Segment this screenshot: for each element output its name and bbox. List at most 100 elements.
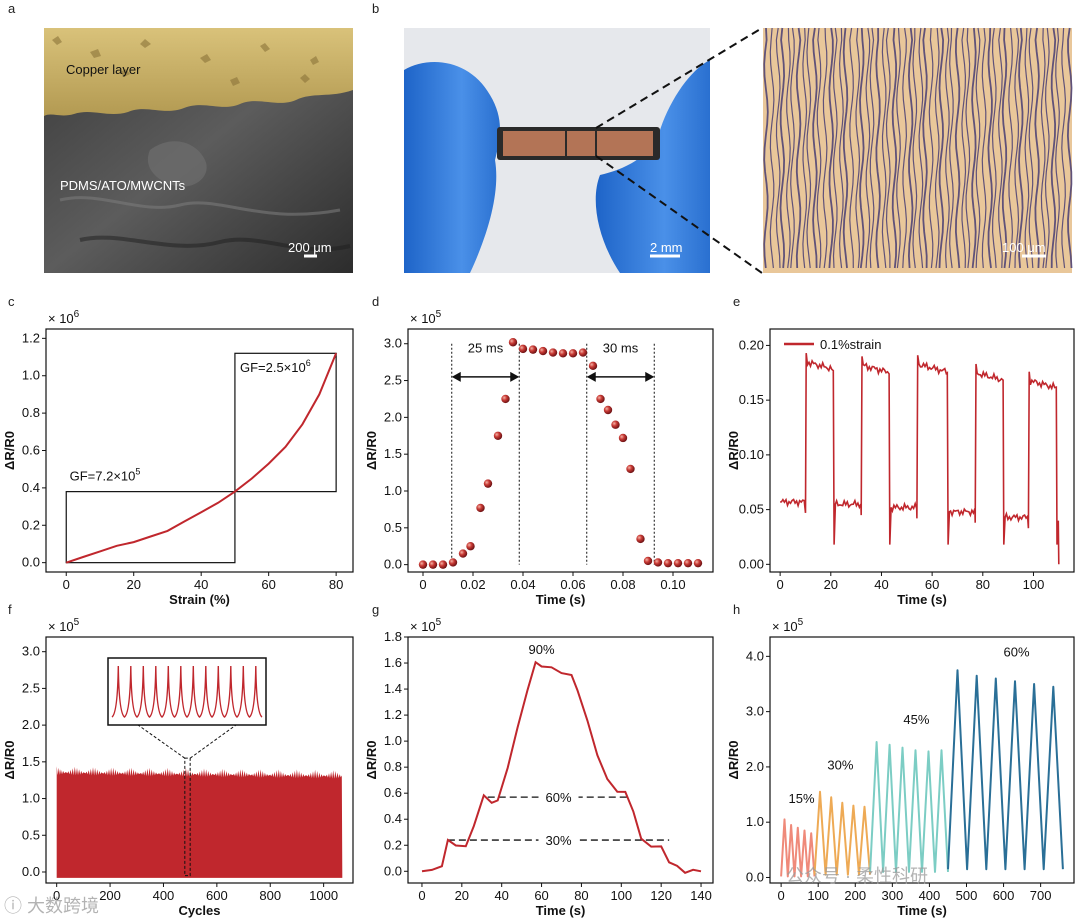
gf-high-label: GF=2.5×106: [240, 358, 311, 375]
x-axis-label: Cycles: [179, 903, 221, 918]
x-tick-label: 400: [153, 888, 175, 903]
gf-low-label-exponent: 5: [135, 466, 140, 476]
span-arrow-head-right: [510, 371, 520, 382]
y-tick-label: 0.0: [746, 869, 764, 884]
x-tick-label: 20: [126, 577, 140, 592]
level-label: 30%: [545, 833, 571, 848]
data-point: [493, 431, 503, 440]
y-tick-label: 0.0: [384, 557, 402, 572]
micro-crack-line: [965, 27, 971, 269]
series-line: [780, 353, 1060, 565]
panel-letter-b: b: [372, 1, 379, 16]
x-tick-label: 0: [419, 577, 426, 592]
x-tick-label: 100: [807, 888, 829, 903]
micro-crack-line: [1001, 27, 1008, 269]
micro-crack-line: [944, 27, 950, 269]
y-tick-label: 0.0: [384, 863, 402, 878]
x-tick-label: 600: [993, 888, 1015, 903]
data-point: [538, 346, 548, 356]
x-tick-label: 80: [976, 577, 990, 592]
micro-crack-line: [806, 27, 812, 269]
micro-crack-line: [828, 27, 834, 269]
data-point: [626, 464, 635, 474]
micro-crack-line: [869, 27, 875, 269]
y-tick-label: 3.0: [384, 336, 402, 351]
data-point: [458, 549, 468, 558]
zoom-window: [184, 757, 191, 877]
data-point: [466, 542, 475, 551]
micro-crack-line: [1040, 27, 1046, 269]
micro-crack-line: [1034, 27, 1040, 269]
x-tick-label: 20: [455, 888, 469, 903]
y-tick-label: 0.2: [384, 837, 402, 852]
x-axis-label: Time (s): [536, 592, 586, 607]
x-tick-label: 0.06: [560, 577, 585, 592]
data-point: [588, 361, 598, 371]
micro-crack-line: [785, 27, 791, 269]
chart-d: 0 0.02 0.04 0.06 0.08 0.10 0.0 0.5 1.0 1.5 2.0 2.5 3…: [364, 309, 714, 607]
y-axis-label: ΔR/R0: [364, 741, 379, 780]
data-point: [653, 558, 663, 567]
y-tick-label: 0.20: [739, 337, 764, 352]
y-tick-label: 1.0: [22, 368, 40, 383]
y-tick-label: 0.4: [22, 480, 40, 495]
y-tick-label: 2.0: [384, 409, 402, 424]
micro-crack-line: [1050, 27, 1057, 269]
level-label-bg: [538, 789, 579, 806]
micro-crack-line: [1066, 27, 1073, 269]
x-tick-label: 600: [206, 888, 228, 903]
y-tick-label: 1.0: [384, 483, 402, 498]
micro-crack-line: [865, 27, 871, 269]
x-tick-label: 60: [261, 577, 275, 592]
y-tick-label: 3.0: [746, 704, 764, 719]
y-tick-label: 1.6: [384, 655, 402, 670]
x-tick-label: 700: [1030, 888, 1052, 903]
axis-multiplier: × 105: [410, 617, 442, 634]
micro-crack-line: [802, 27, 808, 269]
panel-letter-c: c: [8, 294, 15, 309]
plot-frame: [45, 636, 354, 884]
plot-frame: [769, 636, 1075, 884]
y-tick-label: 2.0: [746, 759, 764, 774]
y-tick-label: 0.8: [22, 405, 40, 420]
y-tick-label: 0.2: [22, 517, 40, 532]
segment-series-line: [947, 669, 1064, 871]
y-tick-label: 1.2: [22, 330, 40, 345]
x-tick-label: 40: [194, 577, 208, 592]
chart-g: 0 20 40 60 80 100 120 140 0.0 0.2 0.4 0.6 0.8 1.0 1.2 1…: [364, 617, 714, 918]
level-label-bg: [538, 832, 579, 849]
data-point: [673, 558, 683, 568]
micro-crack-line: [763, 27, 769, 269]
micro-crack-line: [1018, 27, 1024, 269]
axis-multiplier: × 105: [772, 617, 804, 634]
axis-multiplier-exponent: 5: [74, 617, 80, 628]
peak-label: 90%: [529, 642, 555, 657]
x-tick-label: 0.10: [660, 577, 685, 592]
x-tick-label: 0: [777, 577, 784, 592]
panel-letter-e: e: [733, 294, 740, 309]
gf-region-box: [65, 491, 236, 564]
micro-crack-line: [997, 27, 1003, 269]
y-tick-label: 1.4: [384, 681, 402, 696]
micro-crack-line: [1028, 27, 1034, 269]
data-point: [528, 345, 538, 354]
y-tick-label: 0.15: [739, 392, 764, 407]
micro-crack-line: [896, 27, 901, 269]
y-tick-label: 4.0: [746, 648, 764, 663]
micro-crack-line: [769, 27, 775, 269]
y-tick-label: 1.2: [384, 707, 402, 722]
y-tick-label: 1.0: [384, 733, 402, 748]
zoom-connector: [137, 724, 186, 759]
x-tick-label: 140: [690, 888, 712, 903]
gf-low-label: GF=7.2×105: [70, 466, 141, 483]
x-axis-label: Time (s): [897, 592, 947, 607]
segment-series-line: [780, 818, 816, 878]
panel-b-micrograph: 100 μm: [763, 27, 1073, 273]
axis-multiplier-exponent: 5: [436, 617, 442, 628]
panel-letter-g: g: [372, 602, 379, 617]
panel-b-micro-scale: 100 μm: [1002, 240, 1046, 255]
data-point: [663, 558, 673, 568]
cyclic-response-band: [56, 766, 343, 878]
micro-crack-line: [961, 27, 967, 269]
axis-multiplier: × 105: [48, 617, 80, 634]
